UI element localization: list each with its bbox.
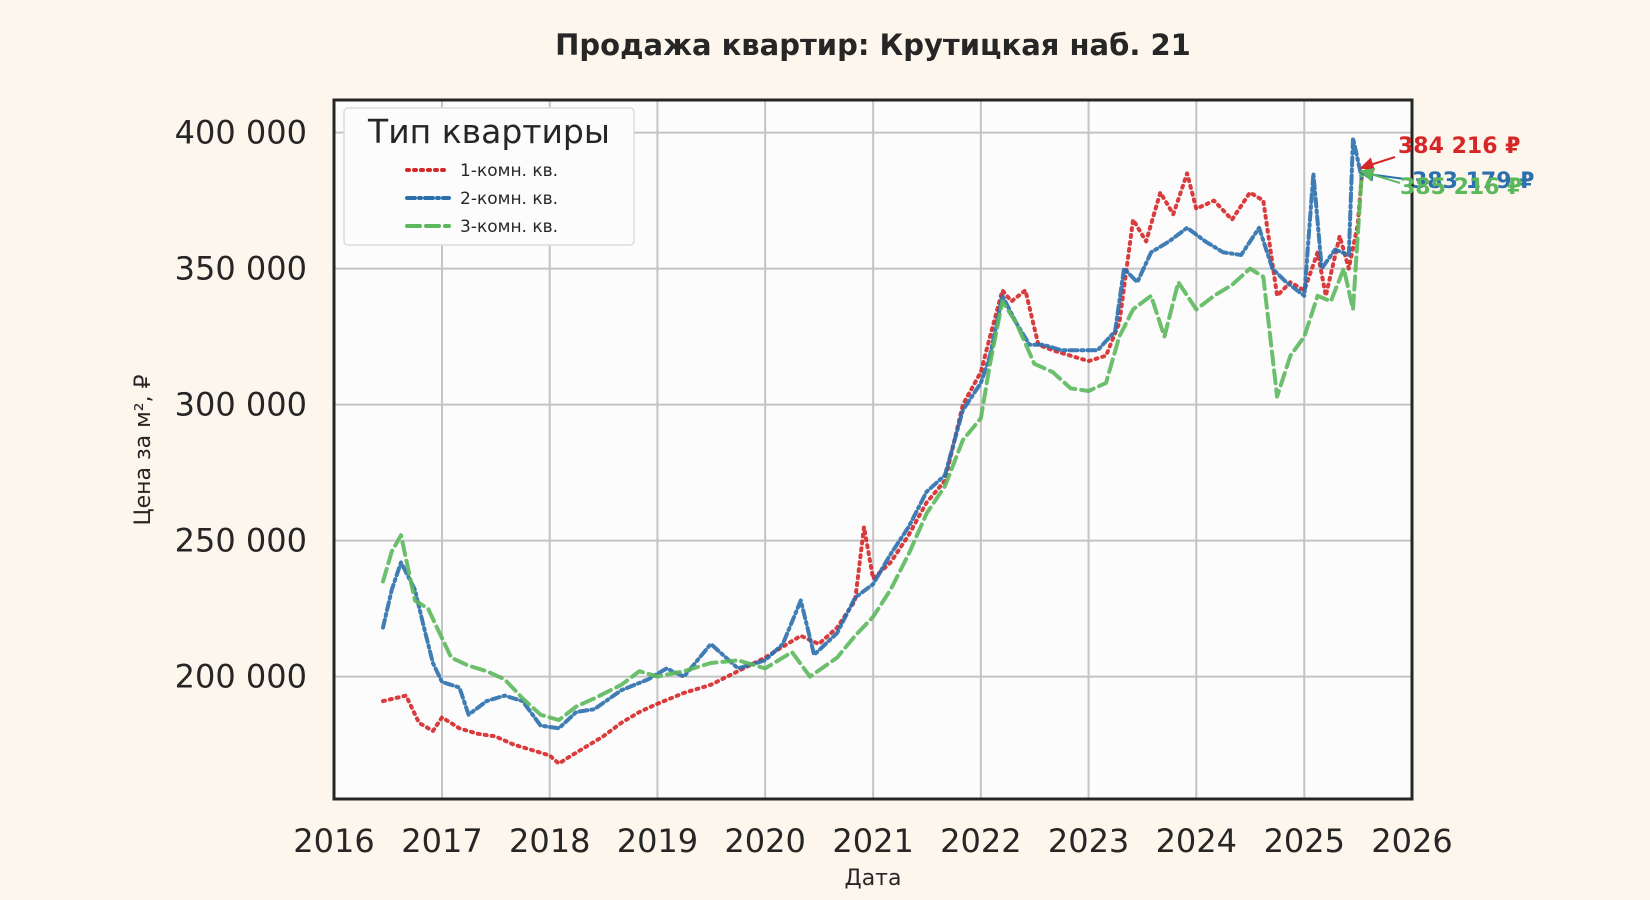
- end-arrow-3: [1359, 168, 1401, 184]
- legend-box: [343, 107, 635, 246]
- end-label-2: 383 179 ₽: [1412, 169, 1534, 194]
- x-tick-2019: 2019: [617, 822, 698, 860]
- x-tick-2017: 2017: [401, 822, 482, 860]
- y-tick-400000: 400 000: [175, 114, 307, 152]
- x-tick-2025: 2025: [1264, 822, 1345, 860]
- legend: Тип квартиры 1-комн. кв. 2-комн. кв. 3-к…: [343, 107, 635, 246]
- y-tick-250000: 250 000: [175, 522, 307, 560]
- x-tick-2021: 2021: [832, 822, 913, 860]
- x-tick-2026: 2026: [1371, 822, 1452, 860]
- x-tick-2020: 2020: [724, 822, 805, 860]
- end-label-1: 384 216 ₽: [1398, 134, 1520, 159]
- x-tick-2024: 2024: [1156, 822, 1237, 860]
- x-tick-labels: 2016 2017 2018 2019 2020 2021 2022 2023 2024 2025…: [293, 822, 1452, 860]
- y-tick-labels: 200 000 250 000 300 000 350 000 400 000: [175, 114, 307, 696]
- series-line-3: [381, 170, 1364, 723]
- x-tick-2022: 2022: [940, 822, 1021, 860]
- y-tick-350000: 350 000: [175, 250, 307, 288]
- legend-label-3: 3-комн. кв.: [460, 217, 558, 237]
- chart-title: Продажа квартир: Крутицкая наб. 21: [555, 28, 1191, 62]
- legend-label-2: 2-комн. кв.: [460, 189, 558, 209]
- plot-frame: [332, 98, 1414, 801]
- legend-title: Тип квартиры: [367, 112, 610, 151]
- series-lines: [381, 136, 1364, 766]
- x-axis-label: Дата: [845, 866, 902, 891]
- y-axis-label: Цена за м², ₽: [131, 374, 156, 525]
- legend-label-1: 1-комн. кв.: [460, 161, 558, 181]
- end-arrow-1: [1359, 156, 1396, 171]
- x-tick-2018: 2018: [509, 822, 590, 860]
- end-annotations: 384 216 ₽ 383 179 ₽ 385 216 ₽: [1359, 134, 1534, 200]
- series-line-1: [381, 171, 1364, 766]
- x-tick-2023: 2023: [1048, 822, 1129, 860]
- y-tick-300000: 300 000: [175, 386, 307, 424]
- series-line-2: [381, 136, 1364, 731]
- grid-lines: [334, 100, 1412, 799]
- y-tick-200000: 200 000: [175, 658, 307, 696]
- end-label-3: 385 216 ₽: [1400, 175, 1522, 200]
- x-tick-2016: 2016: [293, 822, 374, 860]
